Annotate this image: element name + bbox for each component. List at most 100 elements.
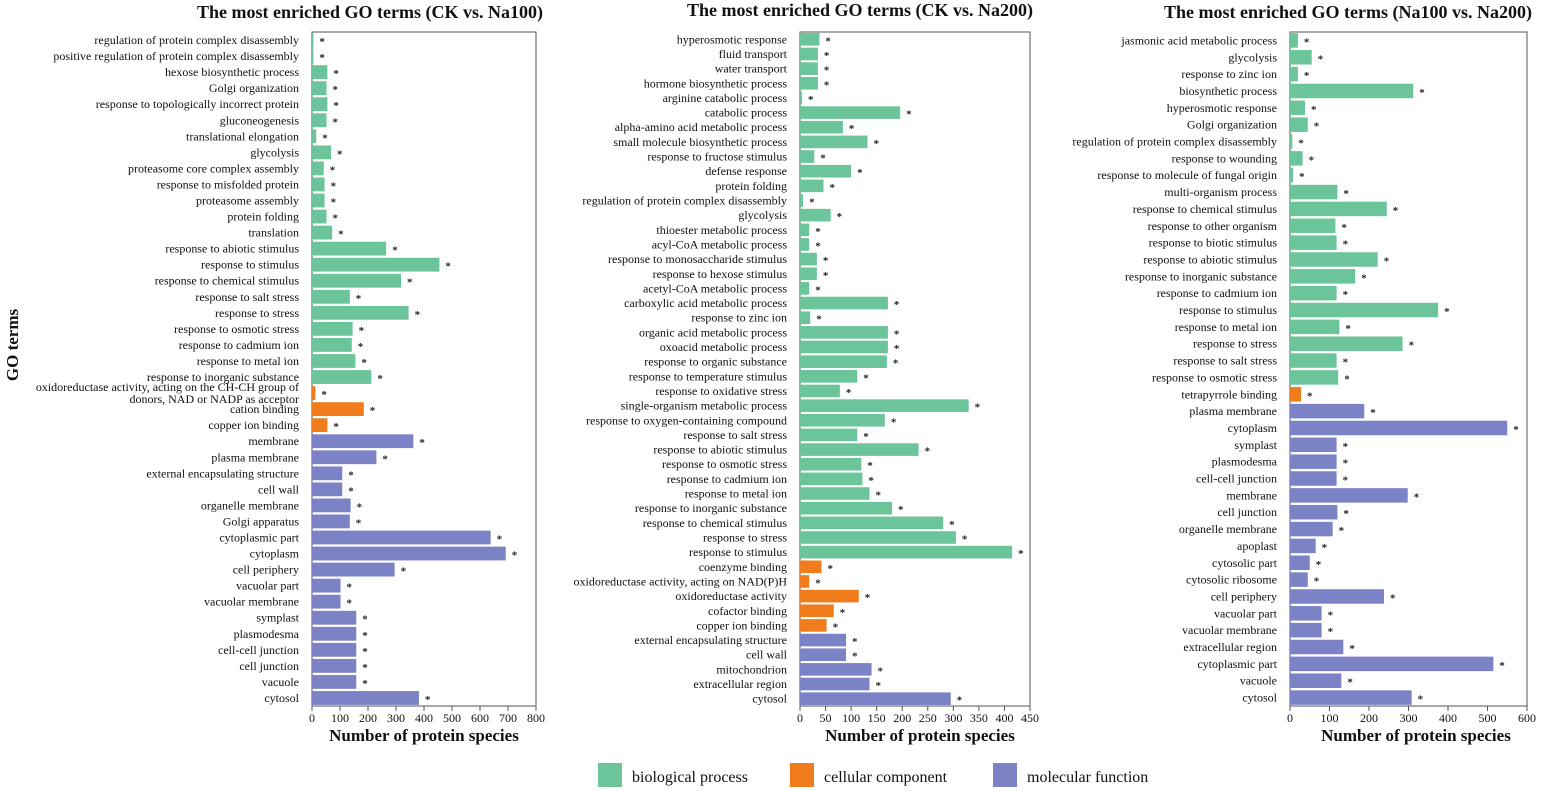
significance-group: ****************************************…: [808, 35, 1024, 706]
significance-star: *: [361, 357, 367, 369]
significance-star: *: [1418, 694, 1424, 706]
bar: [312, 675, 357, 689]
bar: [312, 113, 327, 128]
term-label: response to abiotic stimulus: [165, 242, 299, 256]
term-label: response to metal ion: [685, 487, 787, 501]
term-label: response to cadmium ion: [1157, 286, 1277, 300]
bar: [312, 97, 328, 112]
bar: [312, 514, 350, 529]
significance-star: *: [1393, 205, 1399, 217]
significance-star: *: [837, 211, 843, 223]
bar: [312, 626, 357, 641]
bar: [312, 386, 316, 400]
term-label: vacuolar membrane: [204, 595, 299, 609]
significance-star: *: [1361, 272, 1367, 284]
bar: [800, 472, 863, 486]
term-label: response to abiotic stimulus: [1143, 252, 1277, 266]
term-label: symplast: [1234, 438, 1277, 452]
bar: [1290, 201, 1387, 217]
bar: [800, 296, 888, 310]
term-label: catabolic process: [705, 106, 788, 120]
x-tick-label: 100: [331, 711, 349, 725]
significance-star: *: [849, 123, 855, 135]
x-tick-label: 400: [415, 711, 433, 725]
bar: [312, 642, 357, 657]
significance-star: *: [1018, 548, 1024, 560]
significance-star: *: [382, 453, 388, 465]
significance-star: *: [1499, 660, 1505, 672]
bar: [1290, 370, 1339, 385]
term-label: response to monosaccharide stimulus: [608, 252, 787, 266]
significance-star: *: [497, 534, 503, 546]
bar: [1290, 690, 1412, 705]
term-label: response to stress: [215, 306, 299, 320]
bar: [800, 238, 810, 251]
term-label: response to oxygen-containing compound: [586, 413, 787, 427]
legend: biological process cellular component mo…: [598, 763, 1148, 787]
significance-star: *: [1343, 458, 1349, 470]
term-label: external encapsulating structure: [634, 633, 787, 647]
bar: [1290, 66, 1298, 82]
significance-star: *: [873, 138, 879, 150]
term-label: water transport: [715, 62, 788, 76]
bar-group: [1290, 33, 1508, 705]
bar: [312, 65, 328, 80]
term-label: copper ion binding: [208, 418, 299, 432]
bar: [800, 91, 803, 105]
term-label: cell wall: [746, 648, 788, 662]
term-label: extracellular region: [1183, 640, 1277, 654]
term-label: response to molecule of fungal origin: [1097, 168, 1277, 182]
significance-star: *: [894, 299, 900, 311]
term-label: arginine catabolic process: [663, 91, 788, 105]
term-label: regulation of protein complex disassembl…: [582, 194, 787, 208]
significance-star: *: [975, 402, 981, 414]
bar: [800, 443, 919, 456]
x-tick-label: 400: [1439, 711, 1457, 725]
term-label: cytosol: [752, 692, 787, 706]
bar: [1290, 488, 1408, 503]
term-label: response to organic substance: [644, 355, 787, 369]
term-label: glycolysis: [1228, 50, 1277, 64]
significance-star: *: [337, 148, 343, 160]
significance-star: *: [857, 167, 863, 179]
bar: [800, 47, 818, 61]
term-label: response to chemical stimulus: [643, 516, 788, 530]
bar: [312, 402, 364, 417]
bar: [1290, 538, 1316, 554]
bar: [800, 384, 840, 398]
significance-star: *: [1311, 104, 1317, 116]
term-label: cell junction: [239, 659, 299, 673]
significance-star: *: [1316, 559, 1322, 571]
bar: [800, 355, 887, 368]
bar: [1290, 252, 1378, 267]
significance-star: *: [846, 387, 852, 399]
term-label: response to stimulus: [1179, 303, 1277, 317]
bar: [1290, 589, 1385, 604]
term-label: cytosol: [264, 691, 299, 705]
bar: [800, 120, 843, 134]
term-label: organelle membrane: [1179, 522, 1277, 536]
significance-star: *: [322, 132, 328, 144]
bar: [1290, 33, 1298, 48]
term-label: vacuole: [262, 675, 299, 689]
significance-star: *: [1304, 36, 1310, 48]
significance-star: *: [823, 270, 829, 282]
term-label: positive regulation of protein complex d…: [53, 49, 299, 63]
bar: [312, 658, 357, 673]
significance-star: *: [362, 630, 368, 642]
bar: [800, 575, 810, 588]
term-label: plasma membrane: [211, 450, 299, 464]
term-label: alpha-amino acid metabolic process: [615, 120, 788, 134]
significance-star: *: [1343, 239, 1349, 251]
x-tick-label: 200: [359, 711, 377, 725]
bar: [800, 648, 846, 662]
term-label: glycolysis: [738, 208, 787, 222]
significance-star: *: [347, 598, 353, 610]
term-label: vacuolar membrane: [1182, 623, 1277, 637]
x-tick-label: 500: [443, 711, 461, 725]
significance-star: *: [1349, 643, 1355, 655]
x-tick-label: 150: [868, 711, 886, 725]
term-label: cytoplasmic part: [219, 531, 299, 545]
term-label: defense response: [705, 164, 787, 178]
term-label: hexose biosynthetic process: [165, 65, 299, 79]
